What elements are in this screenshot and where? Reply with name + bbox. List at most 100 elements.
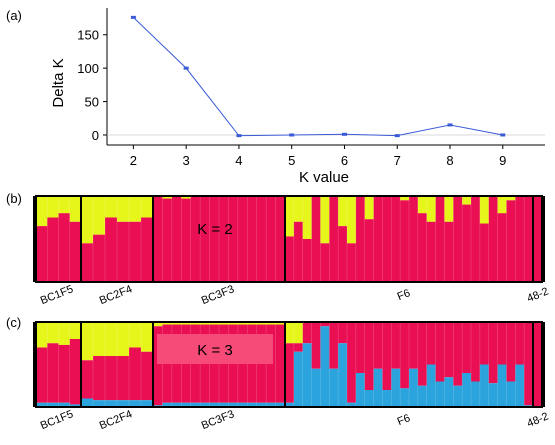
ancestry-bar-segment <box>47 322 59 344</box>
ancestry-bar-segment <box>47 343 59 403</box>
population-label: F6 <box>396 412 412 428</box>
ancestry-bar-segment <box>355 322 366 373</box>
ancestry-bar-segment <box>471 196 481 282</box>
ancestry-bar-segment <box>453 196 463 282</box>
ancestry-bar-segment <box>453 322 463 386</box>
ancestry-bar-segment <box>117 221 130 282</box>
ancestry-bar-segment <box>373 196 383 282</box>
ancestry-bar-segment <box>141 322 154 352</box>
ancestry-bar-segment <box>426 196 436 222</box>
ancestry-bar-segment <box>58 402 71 407</box>
ancestry-bar-segment <box>237 322 248 325</box>
ancestry-bar-segment <box>117 356 130 401</box>
ancestry-bar-segment <box>311 368 321 407</box>
ancestry-bar-segment <box>237 196 248 282</box>
ancestry-bar-segment <box>409 368 419 407</box>
ancestry-bar-segment <box>382 196 392 282</box>
ancestry-bar-segment <box>141 217 154 282</box>
ancestry-bar-segment <box>275 402 286 407</box>
ancestry-bar-segment <box>153 196 163 282</box>
ancestry-bar-segment <box>497 364 507 407</box>
ancestry-bar-segment <box>181 402 192 407</box>
ancestry-bar-segment <box>36 402 48 407</box>
ancestry-bar-segment <box>69 196 82 222</box>
ancestry-bar-segment <box>81 398 94 407</box>
x-tick-label: 6 <box>341 153 348 168</box>
right-edge-strip <box>542 196 545 282</box>
ancestry-bar-segment <box>320 196 330 244</box>
x-axis-label: K value <box>299 169 349 186</box>
ancestry-bar-segment <box>471 322 481 382</box>
ancestry-bar-segment <box>228 322 239 325</box>
ancestry-bar-segment <box>488 322 498 384</box>
ancestry-bar-segment <box>364 219 374 282</box>
ancestry-bar-segment <box>200 402 210 407</box>
ancestry-bar-segment <box>320 322 330 327</box>
ancestry-bar-segment <box>302 322 312 344</box>
ancestry-bar-segment <box>129 400 142 407</box>
ancestry-bar-segment <box>293 196 304 222</box>
population-label: F6 <box>396 287 412 303</box>
ancestry-bar-segment <box>391 368 401 407</box>
ancestry-bar-segment <box>81 243 94 282</box>
ancestry-bar-segment <box>426 364 436 407</box>
ancestry-bar-segment <box>524 196 534 282</box>
y-axis-label: Delta K <box>50 58 67 107</box>
population-label: 48-2 <box>525 411 550 430</box>
delta-k-chart: (a) 0 50 100 150 2 3 4 5 6 7 8 9 Delta K K value <box>6 8 545 186</box>
left-edge-strip <box>33 322 37 407</box>
ancestry-bar-segment <box>417 196 428 214</box>
structure-plot-k2: (b) K = 2 BC1F5 BC2F4 BC3F3 F6 48-2 <box>6 191 550 307</box>
ancestry-bar-segment <box>347 402 357 407</box>
ancestry-bar-segment <box>219 322 229 325</box>
ancestry-bar-segment <box>515 196 525 282</box>
ancestry-bar-segment <box>47 217 59 282</box>
population-label: BC1F5 <box>39 283 75 307</box>
ancestry-bar-segment <box>293 343 304 352</box>
ancestry-bar-segment <box>162 198 173 282</box>
ancestry-bar-segment <box>47 402 59 407</box>
ancestry-bar-segment <box>209 322 220 325</box>
ancestry-bar-segment <box>36 226 48 282</box>
ancestry-bar-segment <box>209 402 220 407</box>
ancestry-bar-segment <box>200 322 210 325</box>
ancestry-bar-segment <box>181 322 192 325</box>
ancestry-bar-segment <box>129 196 142 222</box>
ancestry-bar-segment <box>417 322 428 386</box>
ancestry-bar-segment <box>247 322 258 325</box>
ancestry-bar-segment <box>228 402 239 407</box>
ancestry-bar-segment <box>347 243 357 282</box>
k3-population-dividers <box>33 321 545 408</box>
delta-k-point <box>447 123 453 127</box>
ancestry-bar-segment <box>435 381 445 407</box>
ancestry-bar-segment <box>256 196 267 282</box>
ancestry-bar-segment <box>47 196 59 218</box>
ancestry-bar-segment <box>400 196 410 201</box>
ancestry-bar-segment <box>275 196 286 282</box>
ancestry-bar-segment <box>129 221 142 282</box>
ancestry-bar-segment <box>444 322 454 378</box>
ancestry-bar-segment <box>181 196 192 199</box>
ancestry-bar-segment <box>302 239 312 282</box>
ancestry-bar-segment <box>69 322 82 339</box>
ancestry-bar-segment <box>117 400 130 407</box>
ancestry-bar-segment <box>81 196 94 244</box>
ancestry-bar-segment <box>364 196 374 220</box>
ancestry-bar-segment <box>162 196 173 199</box>
ancestry-bar-segment <box>400 322 410 389</box>
ancestry-bar-segment <box>117 196 130 222</box>
ancestry-bar-segment <box>105 196 118 218</box>
ancestry-bar-segment <box>117 322 130 356</box>
ancestry-bar-segment <box>58 322 71 345</box>
ancestry-bar-segment <box>417 213 428 282</box>
x-tick-label: 8 <box>446 153 453 168</box>
left-edge-strip <box>33 196 37 282</box>
ancestry-bar-segment <box>69 404 82 407</box>
ancestry-bar-segment <box>237 402 248 407</box>
ancestry-bar-segment <box>256 402 267 407</box>
ancestry-bar-segment <box>162 322 173 325</box>
ancestry-bar-segment <box>153 326 163 406</box>
population-label: BC3F3 <box>200 283 236 307</box>
delta-k-point <box>236 134 242 138</box>
panel-label-c: (c) <box>6 315 21 330</box>
